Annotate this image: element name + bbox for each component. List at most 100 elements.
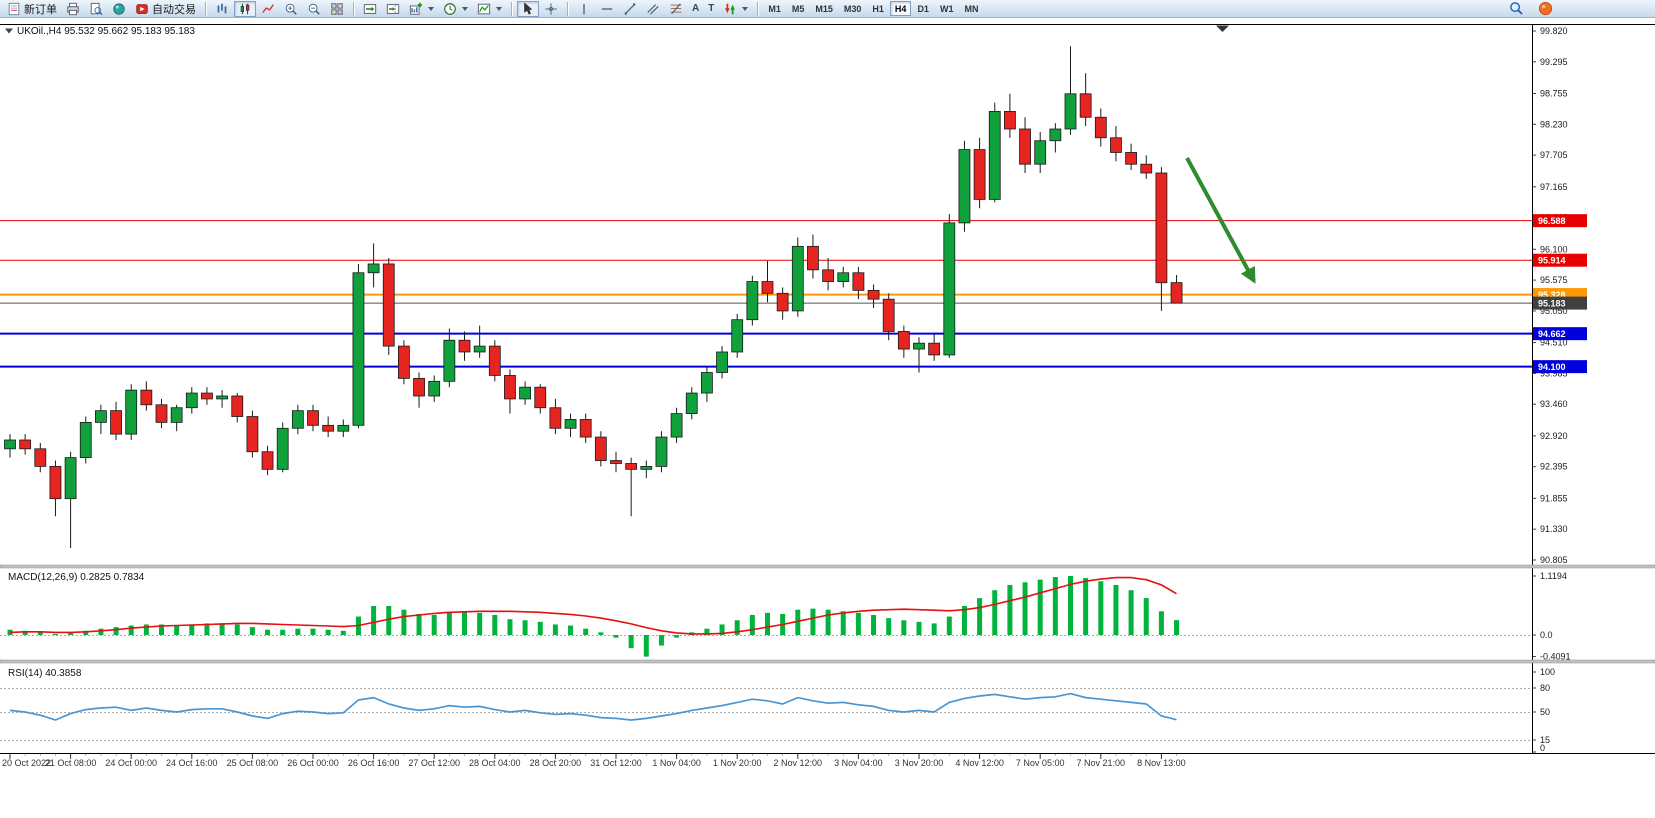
price-tick-label: 95.050	[1540, 306, 1568, 316]
candle-body	[382, 263, 395, 347]
candle-body	[1125, 152, 1137, 165]
candlestick-chart-button[interactable]	[234, 0, 256, 17]
label-tool-icon: T	[708, 3, 715, 14]
new-chart-button[interactable]	[405, 1, 438, 17]
time-tick-label: 20 Oct 2022	[2, 758, 51, 768]
price-tick-label: 91.855	[1540, 493, 1568, 503]
trendline-button[interactable]	[619, 1, 641, 17]
horizontal-line-button[interactable]	[596, 1, 618, 17]
price-label-96.588: 96.588	[1533, 214, 1587, 228]
candle-body	[4, 439, 16, 450]
timeframe-m30-button[interactable]: M30	[839, 1, 867, 16]
chart-shift-marker[interactable]	[1216, 25, 1229, 33]
candle-body	[579, 419, 592, 438]
fibonacci-button[interactable]	[665, 1, 687, 17]
timeframe-m5-button[interactable]: M5	[787, 1, 810, 16]
auto-trading-button[interactable]: 自动交易	[131, 1, 200, 17]
text-button[interactable]: A	[688, 1, 703, 17]
timeframe-mn-button[interactable]: MN	[959, 1, 983, 16]
printer-icon	[66, 2, 80, 16]
time-tick-label: 3 Nov 04:00	[834, 758, 883, 768]
candle-body	[64, 457, 77, 500]
vertical-line-button[interactable]	[573, 1, 595, 17]
price-tick-label: 92.395	[1540, 462, 1568, 472]
search-button[interactable]	[1505, 1, 1528, 17]
candle-body	[776, 292, 789, 312]
channel-icon	[646, 2, 660, 16]
label-button[interactable]: T	[704, 1, 718, 17]
indicators-menu-button[interactable]	[473, 1, 506, 17]
candle-body	[1170, 282, 1183, 304]
toolbar-separator	[353, 1, 354, 16]
rsi-title: RSI(14) 40.3858	[8, 668, 82, 679]
new-order-button[interactable]: 新订单	[3, 1, 61, 17]
price-tick-label: 98.755	[1540, 88, 1568, 98]
candle-body	[897, 331, 910, 350]
arrows-icon	[723, 2, 737, 16]
zoom-out-button[interactable]	[303, 1, 325, 17]
candle-body	[231, 395, 244, 417]
crosshair-button[interactable]	[540, 1, 562, 17]
ohlc-collapse-toggle[interactable]	[5, 28, 13, 34]
timeframe-d1-button[interactable]: D1	[912, 1, 934, 16]
time-tick-label: 7 Nov 05:00	[1016, 758, 1065, 768]
channel-button[interactable]	[642, 1, 664, 17]
print-button[interactable]	[62, 1, 84, 17]
candle-body	[201, 392, 213, 400]
timeframes-menu-button[interactable]	[439, 1, 472, 17]
trend-arrow-annotation[interactable]	[1185, 157, 1256, 284]
candle-body	[367, 263, 380, 274]
time-tick-label: 21 Oct 08:00	[45, 758, 97, 768]
alert-button[interactable]	[1534, 1, 1557, 17]
print-preview-button[interactable]	[85, 1, 107, 17]
candle-body	[519, 386, 531, 400]
horizontal-line-icon	[600, 2, 614, 16]
candle-body	[155, 404, 168, 423]
macd-histogram	[7, 576, 1180, 657]
cursor-button[interactable]	[517, 0, 539, 17]
time-tick-label: 25 Oct 08:00	[227, 758, 279, 768]
candle-body	[1110, 137, 1122, 153]
price-tick-label: 90.805	[1540, 555, 1568, 565]
candle-body	[352, 272, 365, 426]
arrows-button[interactable]	[719, 1, 752, 17]
price-tick-label: 97.705	[1540, 150, 1568, 160]
zoom-in-button[interactable]	[280, 1, 302, 17]
time-tick-label: 3 Nov 20:00	[895, 758, 944, 768]
timeframe-h4-button[interactable]: H4	[889, 1, 912, 16]
line-chart-button[interactable]	[257, 1, 279, 17]
bar-chart-button[interactable]	[211, 1, 233, 17]
timeframe-m15-button[interactable]: M15	[810, 1, 838, 16]
candle-body	[1049, 128, 1062, 142]
candle-body	[670, 413, 683, 438]
candle-body	[549, 407, 562, 429]
candle-body	[322, 424, 335, 432]
timeframe-w1-button[interactable]: W1	[935, 1, 959, 16]
candle-body	[170, 407, 183, 423]
price-label-94.100: 94.100	[1533, 360, 1587, 374]
candle-body	[125, 389, 138, 435]
candle-body	[943, 222, 956, 356]
globe-button[interactable]	[108, 1, 130, 17]
panel-splitter[interactable]	[0, 659, 1655, 664]
candle-body	[1140, 163, 1153, 174]
candle-body	[261, 451, 274, 470]
panel-splitter[interactable]	[0, 564, 1655, 569]
auto-scroll-button[interactable]	[359, 1, 381, 17]
bar-chart-icon	[215, 2, 229, 16]
cursor-icon	[521, 1, 535, 16]
chart-shift-button[interactable]	[382, 1, 404, 17]
price-tick-label: 99.820	[1540, 26, 1568, 36]
tile-windows-button[interactable]	[326, 1, 348, 17]
candle-body	[791, 245, 804, 312]
svg-text:95.328: 95.328	[1538, 290, 1566, 300]
candle-body	[716, 351, 728, 373]
candle-body	[1094, 116, 1107, 139]
timeframe-m1-button[interactable]: M1	[763, 1, 786, 16]
timeframe-h1-button[interactable]: H1	[867, 1, 889, 16]
candle-body	[19, 439, 32, 450]
candle-body	[822, 269, 834, 282]
toolbar: 新订单 自动交易	[0, 0, 1655, 18]
